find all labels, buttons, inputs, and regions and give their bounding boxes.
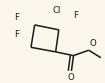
Text: F: F [74,11,79,20]
Text: O: O [67,73,74,82]
Text: F: F [14,13,19,22]
Text: F: F [14,30,19,39]
Text: Cl: Cl [52,6,61,15]
Text: O: O [90,39,97,48]
